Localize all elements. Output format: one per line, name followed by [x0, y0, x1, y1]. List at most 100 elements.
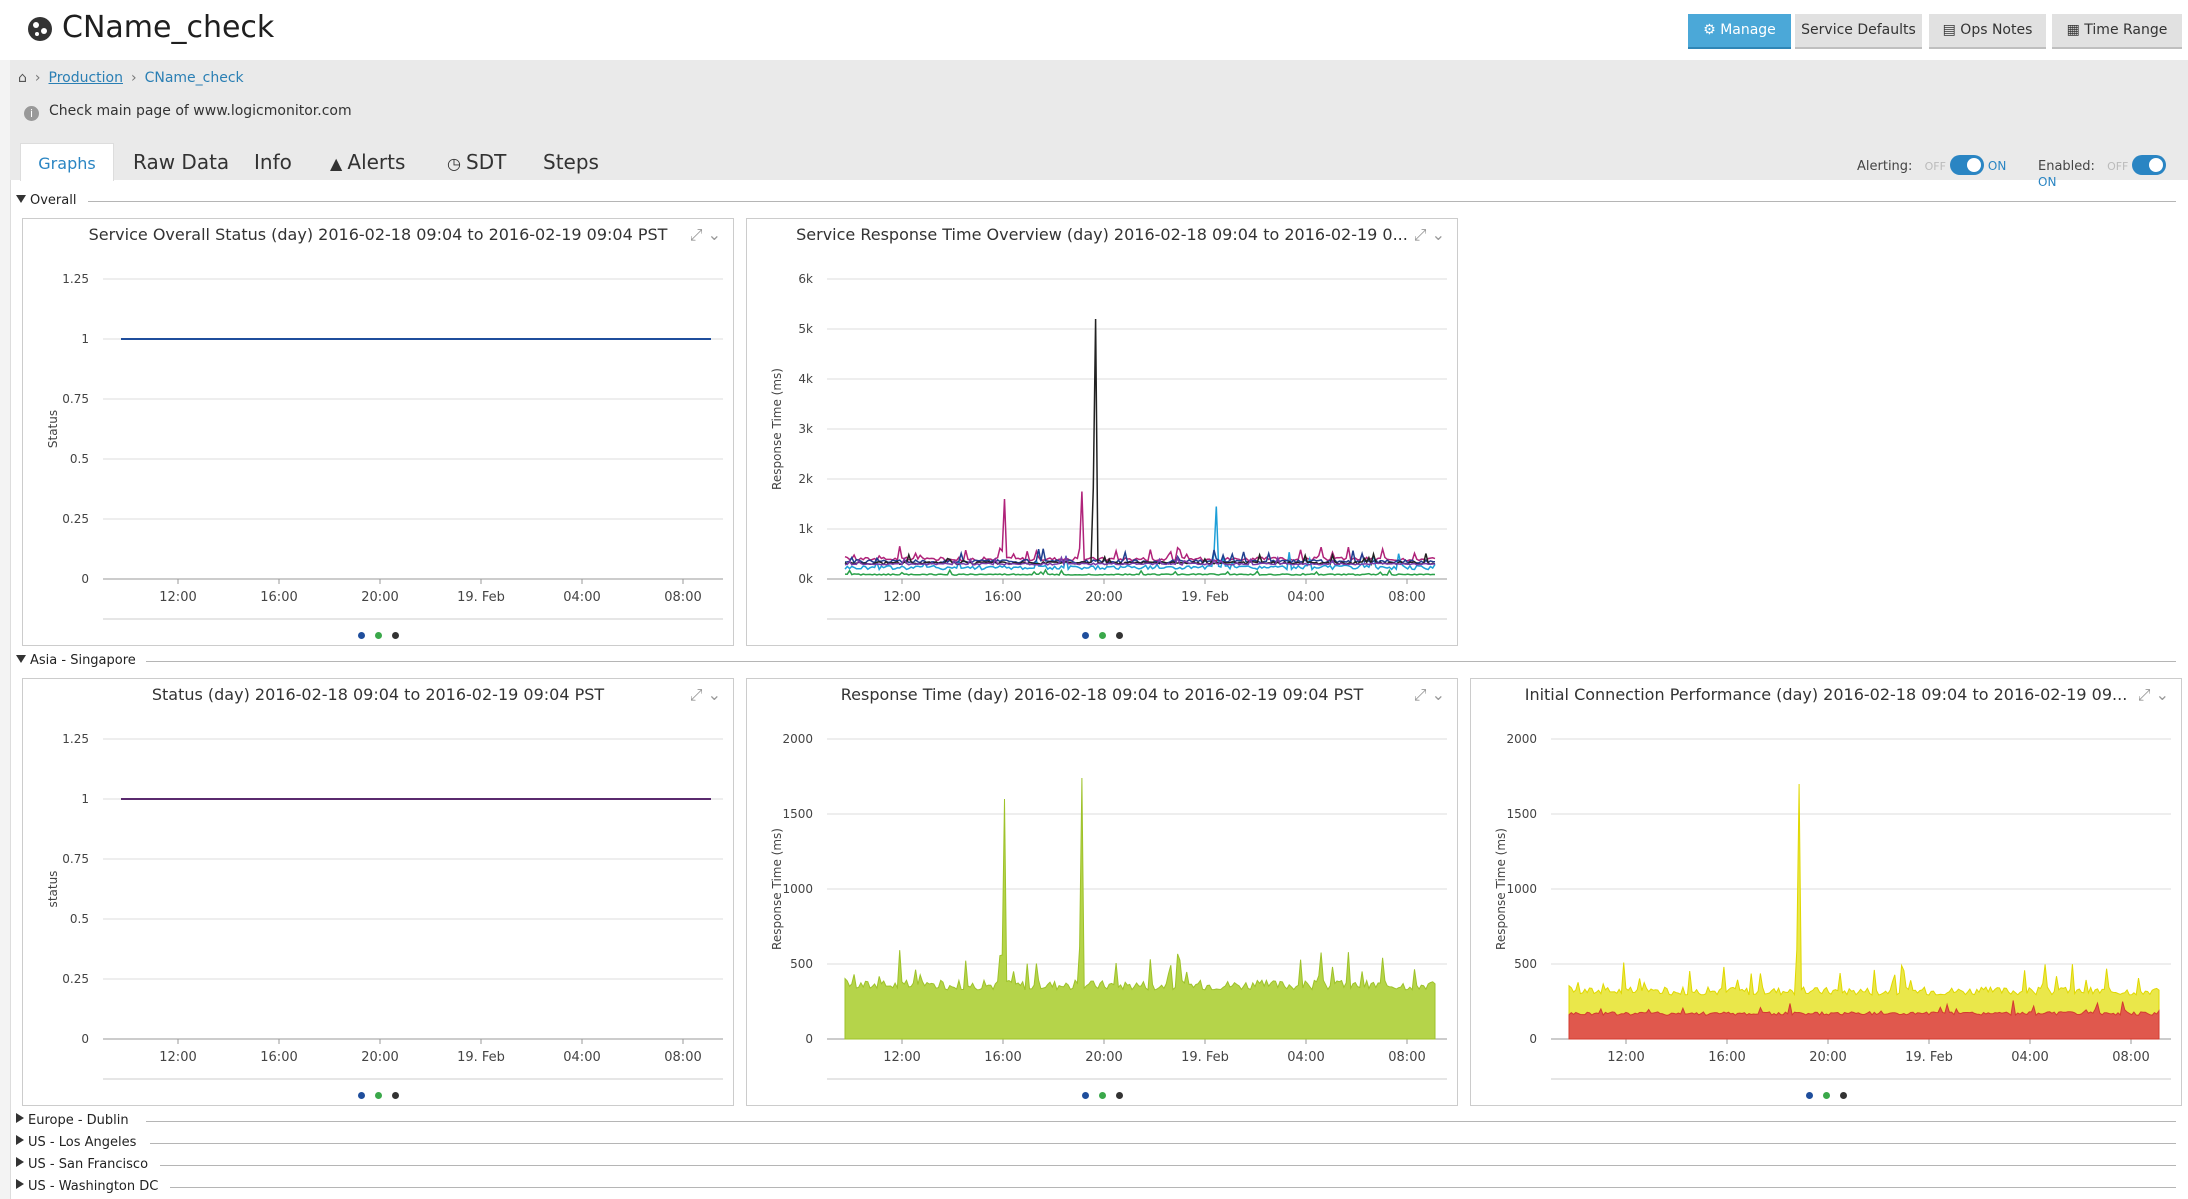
chevron-down-icon[interactable]: ⌄	[2155, 685, 2169, 704]
section-divider	[88, 201, 2176, 202]
x-tick-label: 16:00	[984, 1050, 1021, 1065]
graph-panel-sg-response: Response Time (day) 2016-02-18 09:04 to …	[746, 678, 1458, 1106]
chart-legend[interactable]	[1471, 1092, 2181, 1099]
chevron-down-icon[interactable]: ⌄	[1431, 225, 1445, 244]
legend-dot[interactable]	[1115, 632, 1123, 639]
gear-icon: ⚙	[1703, 22, 1721, 38]
enabled-toggle[interactable]: Enabled: OFFON	[2038, 155, 2188, 190]
legend-dot[interactable]	[1822, 1092, 1830, 1099]
home-icon[interactable]: ⌂	[18, 70, 27, 86]
section-divider	[160, 1165, 2176, 1166]
y-tick-label: 2000	[782, 732, 813, 746]
y-axis-label: Response Time (ms)	[770, 368, 784, 490]
x-tick-label: 16:00	[984, 590, 1021, 605]
expand-icon[interactable]: ⤢	[689, 225, 703, 244]
legend-dot[interactable]	[1839, 1092, 1847, 1099]
x-tick-label: 12:00	[883, 1050, 920, 1065]
section-divider	[146, 1121, 2176, 1122]
section-san-francisco-toggle[interactable]: US - San Francisco	[16, 1157, 148, 1172]
x-tick-label: 04:00	[1287, 590, 1324, 605]
legend-dot[interactable]	[357, 1092, 365, 1099]
ops-notes-button[interactable]: ▤ Ops Notes	[1929, 14, 2046, 49]
legend-dot[interactable]	[391, 1092, 399, 1099]
info-icon: i	[24, 106, 39, 121]
triangle-right-icon	[16, 1113, 24, 1123]
triangle-right-icon	[16, 1179, 24, 1189]
section-divider	[170, 1187, 2176, 1188]
legend-dot[interactable]	[1081, 1092, 1089, 1099]
tab-steps[interactable]: Steps	[543, 150, 599, 174]
legend-dot[interactable]	[1081, 632, 1089, 639]
manage-button[interactable]: ⚙ Manage	[1688, 14, 1791, 49]
series-line	[844, 568, 1436, 577]
tab-raw-data[interactable]: Raw Data	[133, 150, 230, 174]
x-tick-label: 16:00	[1708, 1050, 1745, 1065]
x-tick-label: 19. Feb	[1181, 1050, 1229, 1065]
enabled-switch[interactable]	[2132, 155, 2167, 175]
section-dublin-toggle[interactable]: Europe - Dublin	[16, 1113, 129, 1128]
graph-title: Response Time (day) 2016-02-18 09:04 to …	[840, 685, 1364, 704]
y-tick-label: 1k	[798, 522, 813, 536]
expand-icon[interactable]: ⤢	[1413, 225, 1427, 244]
expand-icon[interactable]: ⤢	[689, 685, 703, 704]
legend-dot[interactable]	[1098, 632, 1106, 639]
tab-graphs[interactable]: Graphs	[20, 143, 114, 181]
x-tick-label: 12:00	[159, 590, 196, 605]
tab-sdt[interactable]: ◷ SDT	[447, 150, 507, 174]
section-asia-toggle[interactable]: Asia - Singapore	[16, 653, 136, 668]
graph-title: Service Overall Status (day) 2016-02-18 …	[88, 225, 668, 244]
y-tick-label: 2000	[1506, 732, 1537, 746]
chart-legend[interactable]	[747, 1092, 1457, 1099]
section-overall-toggle[interactable]: Overall	[16, 193, 76, 208]
x-tick-label: 12:00	[1607, 1050, 1644, 1065]
chart-legend[interactable]	[747, 632, 1457, 639]
alerting-switch[interactable]	[1949, 155, 1984, 175]
time-range-button[interactable]: ▦ Time Range	[2052, 14, 2182, 49]
y-tick-label: 5k	[798, 322, 813, 336]
chart-legend[interactable]	[23, 632, 733, 639]
chevron-down-icon[interactable]: ⌄	[707, 685, 721, 704]
legend-dot[interactable]	[357, 632, 365, 639]
y-tick-label: 1	[81, 332, 89, 346]
y-tick-label: 500	[1514, 957, 1537, 971]
status-chart: 0 0.25 0.5 0.75 1 1.25 12:00 16:00 20:00 19. Feb 0…	[46, 272, 723, 620]
graph-panel-overall-status: Service Overall Status (day) 2016-02-18 …	[22, 218, 734, 646]
tab-info[interactable]: Info	[254, 150, 292, 174]
expand-icon[interactable]: ⤢	[1413, 685, 1427, 704]
service-defaults-button[interactable]: Service Defaults	[1795, 14, 1922, 49]
legend-dot[interactable]	[1115, 1092, 1123, 1099]
chart-legend[interactable]	[23, 1092, 733, 1099]
service-globe-icon	[28, 17, 52, 41]
section-los-angeles-toggle[interactable]: US - Los Angeles	[16, 1135, 136, 1150]
section-divider	[146, 661, 2176, 662]
legend-dot[interactable]	[374, 1092, 382, 1099]
x-tick-label: 20:00	[361, 1050, 398, 1065]
legend-dot[interactable]	[1098, 1092, 1106, 1099]
y-tick-label: 1000	[782, 882, 813, 896]
x-tick-label: 08:00	[1388, 1050, 1425, 1065]
x-tick-label: 20:00	[361, 590, 398, 605]
x-tick-label: 19. Feb	[457, 1050, 505, 1065]
y-tick-label: 0.5	[70, 452, 89, 466]
legend-dot[interactable]	[374, 632, 382, 639]
section-washington-toggle[interactable]: US - Washington DC	[16, 1179, 158, 1194]
tab-alerts[interactable]: ▲ Alerts	[330, 150, 406, 174]
clock-icon: ◷	[447, 154, 467, 173]
alerting-toggle[interactable]: Alerting: OFF ON	[1857, 155, 2006, 175]
chevron-down-icon[interactable]: ⌄	[1431, 685, 1445, 704]
x-tick-label: 08:00	[664, 590, 701, 605]
x-tick-label: 04:00	[2011, 1050, 2048, 1065]
legend-dot[interactable]	[391, 632, 399, 639]
status-chart: 0 0.25 0.5 0.75 1 1.25 12:00 16:00 20:00 19. Feb 0…	[46, 732, 723, 1080]
triangle-down-icon	[16, 655, 26, 663]
legend-dot[interactable]	[1805, 1092, 1813, 1099]
breadcrumb-production-link[interactable]: Production	[48, 70, 123, 86]
page-title: CName_check	[62, 10, 275, 45]
x-tick-label: 16:00	[260, 1050, 297, 1065]
service-description: i Check main page of www.logicmonitor.com	[24, 103, 352, 121]
x-tick-label: 19. Feb	[457, 590, 505, 605]
x-tick-label: 08:00	[2112, 1050, 2149, 1065]
expand-icon[interactable]: ⤢	[2137, 685, 2151, 704]
chevron-down-icon[interactable]: ⌄	[707, 225, 721, 244]
y-tick-label: 500	[790, 957, 813, 971]
